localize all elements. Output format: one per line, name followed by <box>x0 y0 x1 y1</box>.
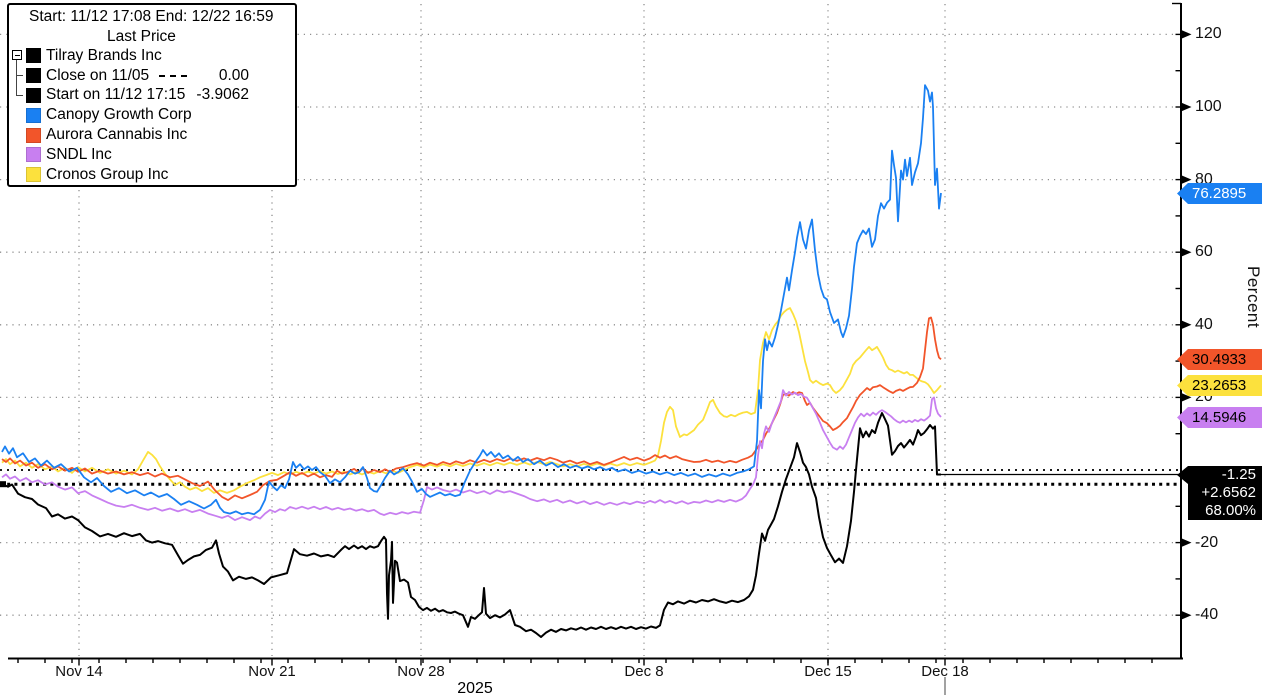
legend-label: Aurora Cannabis Inc <box>46 126 188 144</box>
last-flag-line: +2.6562 <box>1188 484 1262 502</box>
y-axis-label: 100 <box>1195 98 1222 115</box>
y-major-tick-arrow <box>1181 538 1192 548</box>
tree-collapse-icon[interactable] <box>11 46 24 66</box>
legend-row-close-on-11-05[interactable]: Close on 11/05 0.00 <box>9 59 295 92</box>
series-line-aurora <box>1 316 942 502</box>
legend-value: 0.00 <box>218 66 249 84</box>
y-axis-title: Percent <box>1244 266 1263 329</box>
x-axis-label: Dec 8 <box>624 663 664 680</box>
x-axis-year-label: 2025 <box>457 680 493 696</box>
legend-box[interactable]: Start: 11/12 17:08 End: 12/22 16:59 Last … <box>7 3 297 187</box>
y-axis-label: -20 <box>1195 534 1219 551</box>
y-major-tick-arrow <box>1181 320 1192 330</box>
legend-row-tilray-brands-inc[interactable]: Tilray Brands Inc <box>9 46 295 66</box>
tree-spacer <box>11 105 24 125</box>
y-major-tick-arrow <box>1181 102 1192 112</box>
y-axis-label: 120 <box>1195 25 1222 42</box>
tree-spacer <box>11 165 24 185</box>
reference-lines <box>0 469 1181 486</box>
legend-label: Cronos Group Inc <box>46 165 169 183</box>
start-marker <box>0 481 6 488</box>
legend-swatch <box>26 127 41 143</box>
price-flag-sndl: 14.5946 <box>1177 407 1262 428</box>
legend-swatch <box>26 68 41 84</box>
y-axis-label: 40 <box>1195 316 1213 333</box>
y-major-tick-arrow <box>1181 392 1192 402</box>
y-major-tick-arrow <box>1181 29 1192 39</box>
tree-branch-icon <box>11 79 24 106</box>
legend-subheader: Last Price <box>107 28 176 45</box>
x-axis-label: Dec 15 <box>804 663 852 680</box>
dashed-line-sample <box>159 74 187 77</box>
legend-label: Start on 11/12 17:15 <box>46 86 186 104</box>
y-axis-label: -40 <box>1195 606 1219 623</box>
legend-period-header: Start: 11/12 17:08 End: 12/22 16:59 <box>29 8 274 25</box>
legend-row-cronos-group-inc[interactable]: Cronos Group Inc <box>9 165 295 185</box>
x-axis-label: Nov 21 <box>248 663 296 680</box>
tree-branch-icon <box>11 59 24 92</box>
legend-value: -3.9062 <box>196 86 249 104</box>
legend-swatch <box>26 48 41 64</box>
x-axis-label: Nov 28 <box>397 663 445 680</box>
y-major-tick-arrow <box>1181 610 1192 620</box>
legend-row-canopy-growth-corp[interactable]: Canopy Growth Corp <box>9 105 295 125</box>
legend-label: Tilray Brands Inc <box>46 46 162 64</box>
legend-swatch <box>26 87 41 103</box>
last-flag-line: -1.25 <box>1177 466 1262 484</box>
tree-spacer <box>11 125 24 145</box>
series-line-cronos <box>1 307 942 494</box>
series-line-sndl <box>1 389 942 521</box>
gridlines <box>0 4 1178 656</box>
price-flag-cronos: 23.2653 <box>1177 375 1262 396</box>
axes <box>8 2 1192 695</box>
x-axis-label: Nov 14 <box>55 663 103 680</box>
series-lines <box>0 84 942 638</box>
tree-spacer <box>11 145 24 165</box>
y-axis-label: 60 <box>1195 243 1213 260</box>
price-flag-tilray: -1.25 +2.6562 68.00% <box>1177 466 1262 520</box>
legend-label: Canopy Growth Corp <box>46 106 192 124</box>
legend-swatch <box>26 167 41 183</box>
legend-label: SNDL Inc <box>46 145 112 163</box>
price-flag-canopy: 76.2895 <box>1177 183 1262 204</box>
y-major-tick-arrow <box>1181 175 1192 185</box>
legend-swatch <box>26 147 41 163</box>
legend-row-aurora-cannabis-inc[interactable]: Aurora Cannabis Inc <box>9 125 295 145</box>
x-axis-label: Dec 18 <box>921 663 969 680</box>
y-major-tick-arrow <box>1181 247 1192 257</box>
last-flag-line: 68.00% <box>1188 502 1262 520</box>
legend-row-sndl-inc[interactable]: SNDL Inc <box>9 145 295 165</box>
series-line-tilray <box>1 412 941 638</box>
series-line-canopy <box>1 84 942 516</box>
legend-swatch <box>26 107 41 123</box>
legend-row-start-on-11-12-17-15[interactable]: Start on 11/12 17:15 -3.9062 <box>9 79 295 106</box>
legend-label: Close on 11/05 <box>46 66 150 84</box>
price-flag-aurora: 30.4933 <box>1177 349 1262 370</box>
